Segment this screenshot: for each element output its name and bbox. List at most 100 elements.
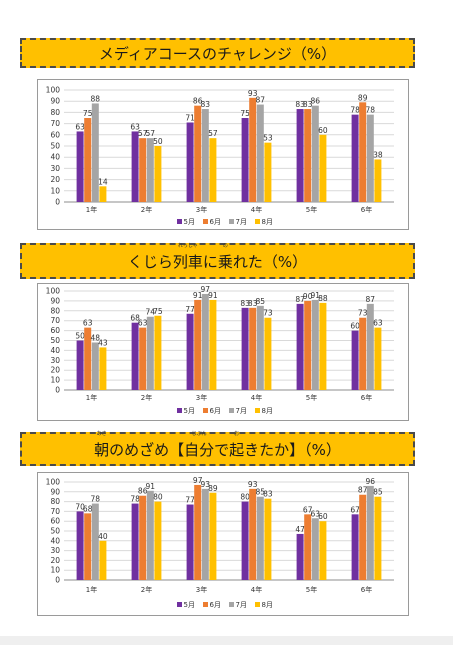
data-label: 97: [193, 476, 203, 485]
bar: [374, 496, 382, 580]
data-label: 88: [318, 294, 328, 303]
bar: [304, 300, 312, 390]
legend-swatch: [177, 602, 182, 607]
bar: [154, 501, 162, 580]
legend-label: 8月: [262, 218, 273, 226]
legend-swatch: [229, 408, 234, 413]
data-label: 78: [350, 106, 360, 115]
data-label: 78: [91, 495, 101, 504]
bar: [241, 501, 249, 580]
x-tick-label: 6年: [361, 205, 372, 214]
x-tick-label: 2年: [141, 585, 152, 594]
bar: [359, 102, 367, 202]
data-label: 93: [201, 480, 211, 489]
legend-label: 8月: [262, 407, 273, 415]
data-label: 40: [98, 532, 108, 541]
bar: [374, 327, 382, 390]
y-tick-label: 20: [50, 556, 60, 565]
bar: [76, 511, 84, 580]
y-tick-label: 100: [46, 86, 61, 95]
bar: [311, 105, 319, 202]
bar: [241, 307, 249, 390]
bar: [264, 142, 272, 202]
banner-ruby-word: 朝あさ: [94, 431, 109, 460]
bar: [209, 492, 217, 580]
data-label: 93: [248, 480, 258, 489]
banner-text: に: [202, 252, 218, 271]
data-label: 83: [295, 100, 305, 109]
data-label: 60: [350, 322, 360, 331]
y-tick-label: 20: [50, 366, 60, 375]
data-label: 43: [98, 338, 108, 347]
legend-swatch: [255, 219, 260, 224]
data-label: 38: [373, 150, 383, 159]
x-tick-label: 1年: [86, 585, 97, 594]
bar: [241, 118, 249, 202]
banner-ruby-base: 起: [229, 440, 245, 459]
data-label: 63: [83, 319, 93, 328]
bar: [264, 498, 272, 580]
data-label: 89: [358, 93, 368, 102]
bar: [139, 327, 147, 390]
banner-text: くじら: [127, 252, 173, 271]
y-tick-label: 80: [50, 497, 60, 506]
banner-ruby-word: 起お: [229, 431, 245, 460]
banner-ruby-word: 列車 れっしゃ: [173, 243, 203, 272]
banner-ruby-word: 乗の: [217, 243, 233, 272]
data-label: 83: [248, 299, 258, 308]
legend-label: 8月: [262, 601, 273, 609]
data-label: 50: [75, 332, 85, 341]
x-tick-label: 3年: [196, 393, 207, 402]
data-label: 75: [153, 307, 163, 316]
bar: [186, 313, 194, 390]
bar: [154, 146, 162, 202]
x-tick-label: 5年: [306, 585, 317, 594]
legend-label: 6月: [210, 407, 221, 415]
data-label: 60: [318, 512, 328, 521]
legend-swatch: [203, 408, 208, 413]
y-tick-label: 100: [46, 287, 61, 296]
y-tick-label: 10: [50, 376, 60, 385]
data-label: 90: [303, 292, 313, 301]
data-label: 75: [240, 109, 250, 118]
y-tick-label: 40: [50, 153, 60, 162]
data-label: 86: [193, 97, 203, 106]
data-label: 75: [83, 109, 93, 118]
legend-label: 5月: [184, 601, 195, 609]
y-tick-label: 20: [50, 175, 60, 184]
data-label: 50: [153, 137, 163, 146]
banner-text: きたか】（%）: [244, 440, 341, 459]
y-tick-label: 30: [50, 164, 60, 173]
x-tick-label: 4年: [251, 205, 262, 214]
data-label: 63: [138, 319, 148, 328]
legend-label: 5月: [184, 218, 195, 226]
data-label: 91: [146, 482, 156, 491]
chart-1-svg: 0102030405060708090100637588141年63575750…: [46, 86, 394, 226]
bar: [99, 540, 107, 580]
bar: [76, 340, 84, 390]
data-label: 73: [358, 309, 368, 318]
banner-ruby-reading: あさ: [96, 430, 107, 437]
bar: [351, 330, 359, 390]
data-label: 87: [366, 295, 376, 304]
bar: [146, 316, 154, 390]
bar: [304, 109, 312, 202]
data-label: 57: [208, 129, 218, 138]
banner-text: で: [214, 440, 230, 459]
bar: [359, 317, 367, 390]
y-tick-label: 60: [50, 517, 60, 526]
data-label: 68: [83, 504, 93, 513]
chart-2-title-banner: くじら 列車 れっしゃに乗のれた（%）: [20, 243, 415, 279]
bar: [264, 317, 272, 390]
bar: [374, 159, 382, 202]
y-tick-label: 100: [46, 478, 61, 487]
legend-swatch: [203, 219, 208, 224]
banner-ruby-base: 乗: [217, 252, 233, 271]
x-tick-label: 5年: [306, 205, 317, 214]
legend-label: 6月: [210, 218, 221, 226]
bar: [201, 109, 209, 202]
data-label: 85: [256, 488, 266, 497]
chart-2-svg: 0102030405060708090100506348431年68637475…: [46, 285, 394, 415]
data-label: 91: [193, 291, 203, 300]
bar: [304, 514, 312, 580]
